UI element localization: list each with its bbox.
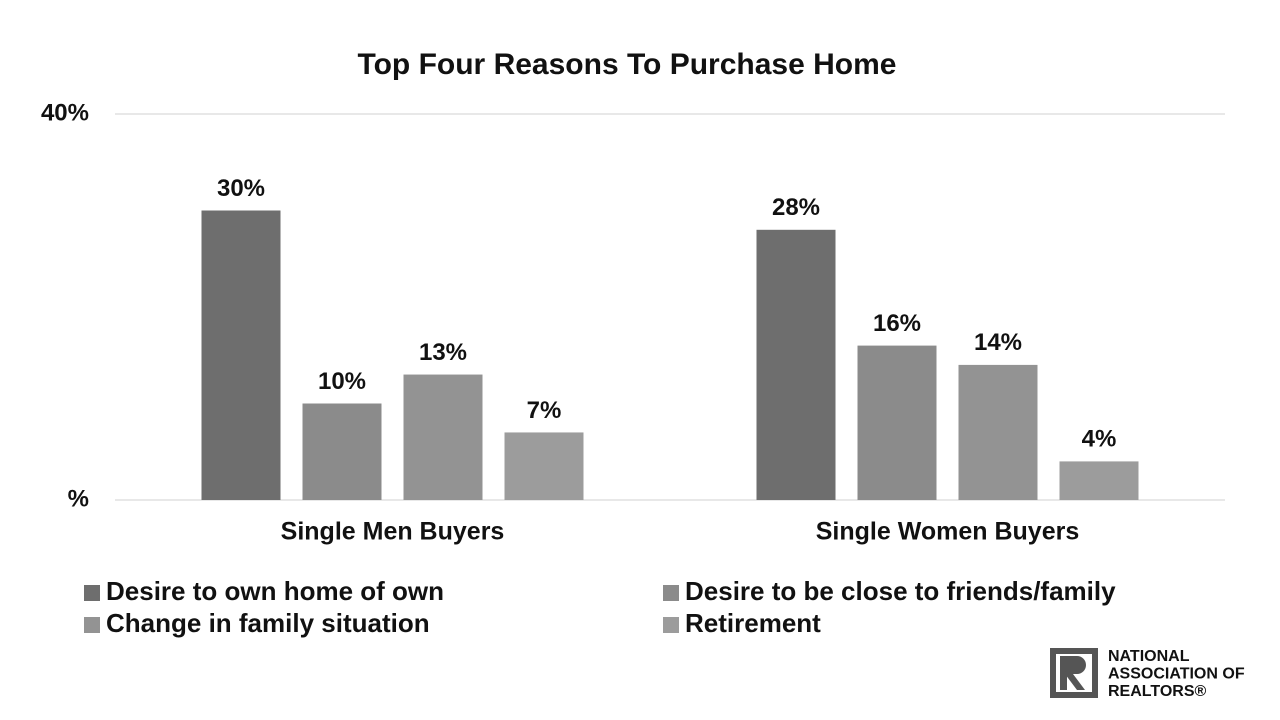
bar: [403, 374, 483, 500]
bar: [857, 345, 937, 500]
bar: [958, 364, 1038, 500]
logo-text: NATIONAL: [1108, 648, 1190, 665]
legend-swatch: [663, 585, 679, 601]
y-tick-label: 40%: [41, 99, 89, 126]
x-tick-label: Single Men Buyers: [281, 518, 505, 546]
bar: [756, 229, 836, 501]
data-label: 4%: [1082, 426, 1117, 453]
bar: [302, 403, 382, 500]
legend-label: Retirement: [685, 608, 821, 638]
bar: [504, 432, 584, 500]
data-label: 16%: [873, 310, 921, 337]
legend-label: Desire to own home of own: [106, 576, 444, 606]
data-label: 28%: [772, 194, 820, 221]
data-label: 7%: [527, 397, 562, 424]
logo-mark: [1050, 648, 1098, 698]
legend-swatch: [663, 617, 679, 633]
bar: [201, 210, 281, 500]
x-tick-label: Single Women Buyers: [816, 518, 1080, 546]
y-tick-label: %: [68, 485, 89, 512]
logo-text: REALTORS®: [1108, 683, 1207, 700]
data-label: 14%: [974, 329, 1022, 356]
bar: [1059, 461, 1139, 500]
data-label: 10%: [318, 368, 366, 395]
logo-text: ASSOCIATION OF: [1108, 666, 1245, 683]
legend-label: Change in family situation: [106, 608, 430, 638]
legend-swatch: [84, 617, 100, 633]
data-label: 13%: [419, 339, 467, 366]
data-label: 30%: [217, 175, 265, 202]
chart-title: Top Four Reasons To Purchase Home: [358, 48, 897, 81]
legend-label: Desire to be close to friends/family: [685, 576, 1116, 606]
legend-swatch: [84, 585, 100, 601]
